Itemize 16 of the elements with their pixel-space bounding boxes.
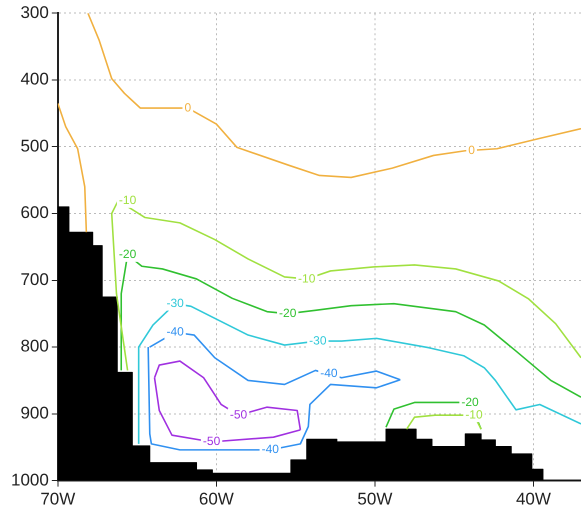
y-tick-label: 500: [20, 136, 49, 156]
x-tick-label: 50W: [357, 489, 392, 508]
y-tick-label: 600: [20, 203, 49, 222]
y-tick-label: 900: [20, 404, 49, 423]
annotation: 0: [468, 143, 476, 158]
y-tick-label: 700: [20, 270, 49, 289]
x-tick-label: 40W: [516, 489, 551, 508]
y-tick-label: 1000: [10, 470, 49, 490]
x-tick-label: 60W: [198, 489, 234, 508]
y-tick-label: 800: [20, 336, 49, 356]
annotation: -10: [118, 193, 137, 208]
annotation: 0: [184, 100, 192, 114]
annotation: -40: [320, 366, 338, 380]
x-tick-label: 70W: [40, 489, 76, 508]
y-tick-label: 300: [20, 2, 49, 22]
y-tick-label: 400: [20, 70, 49, 89]
